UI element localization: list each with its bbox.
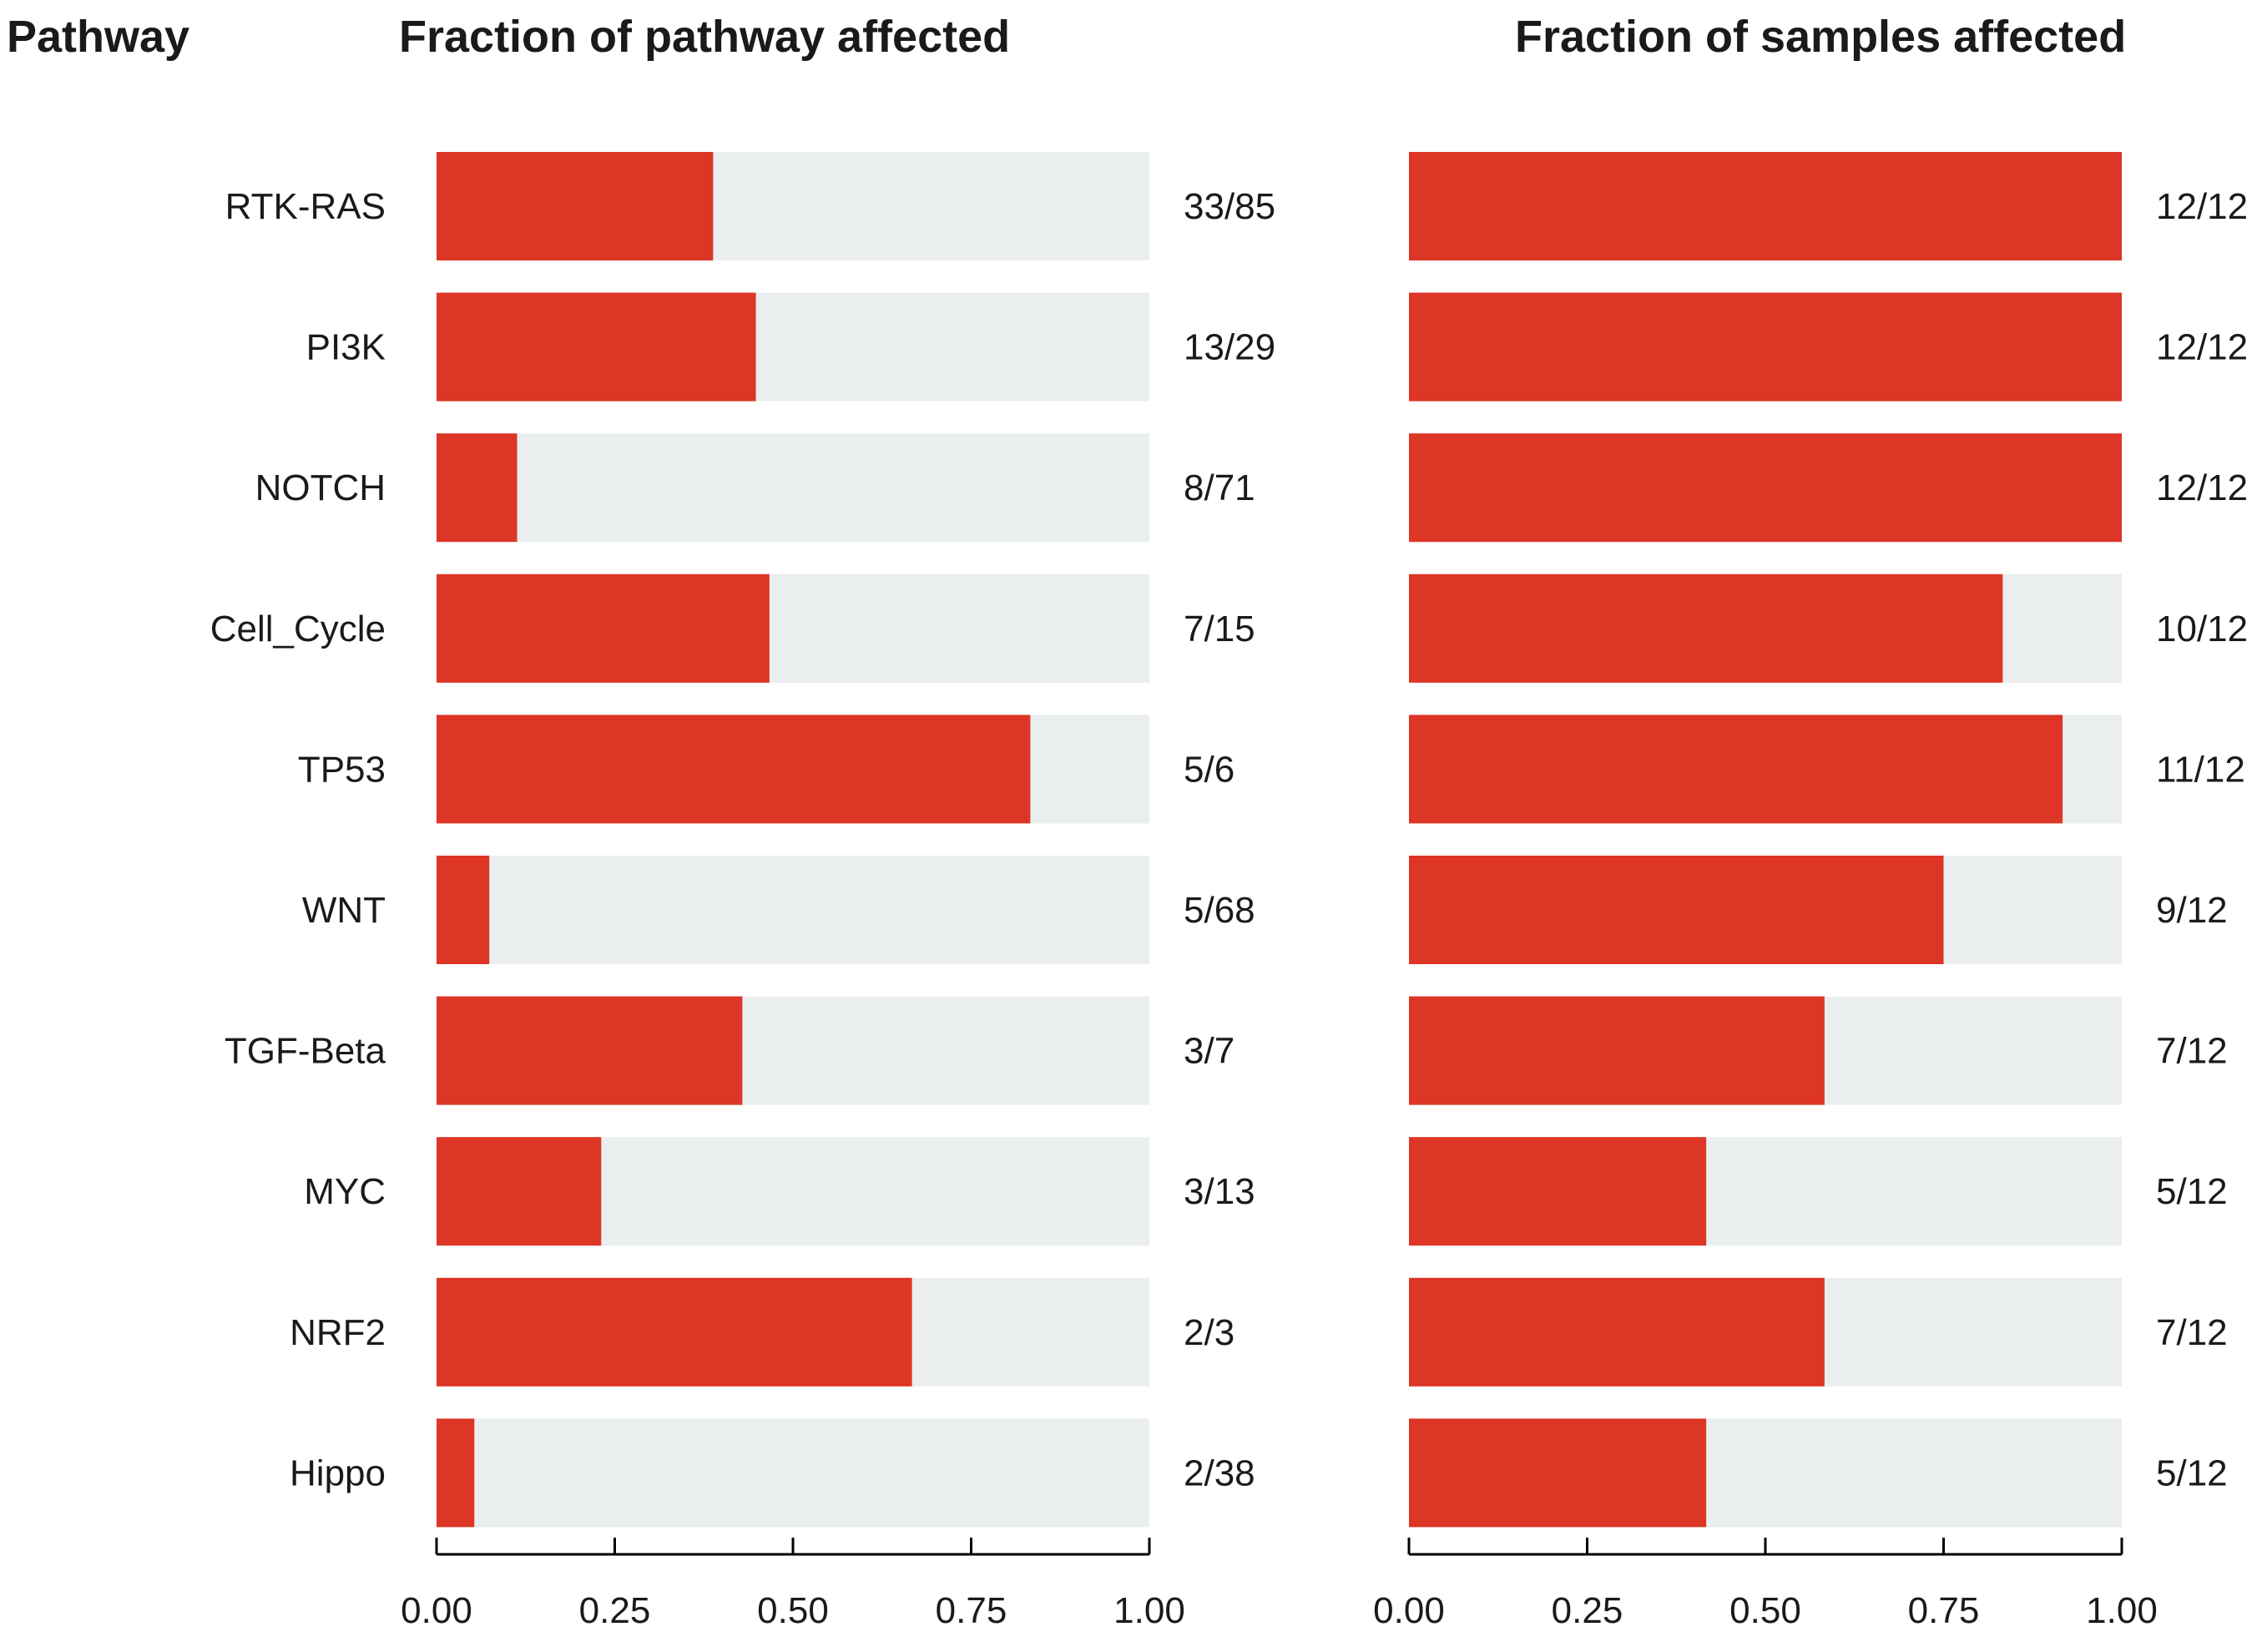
panel-title: Fraction of samples affected <box>1515 12 2126 62</box>
row-header: Pathway <box>7 12 189 62</box>
data-label-myc: 5/12 <box>2156 1171 2228 1212</box>
bar-tgf-beta <box>437 996 743 1105</box>
data-label-wnt: 5/68 <box>1184 890 1255 931</box>
bar-tp53 <box>437 715 1031 824</box>
chart-panels: RTK-RAS PI3K NOTCH Cell_Cycle TP53 WNT TGF-Bet… <box>210 12 2248 1631</box>
bar-cell-cycle <box>1409 573 2003 683</box>
data-label-tp53: 5/6 <box>1184 749 1235 790</box>
category-label-notch: NOTCH <box>255 467 386 508</box>
x-tick-label: 0.00 <box>1373 1590 1445 1631</box>
data-label-tgf-beta: 7/12 <box>2156 1031 2228 1072</box>
data-label-nrf2: 2/3 <box>1184 1312 1235 1353</box>
data-label-rtk-ras: 12/12 <box>2156 186 2248 227</box>
bar-wnt <box>1409 856 1944 964</box>
bar-pi3k <box>437 292 756 402</box>
bar-myc <box>1409 1137 1707 1246</box>
x-tick-label: 0.75 <box>936 1590 1007 1631</box>
data-label-notch: 12/12 <box>2156 467 2248 508</box>
data-label-cell-cycle: 7/15 <box>1184 609 1255 649</box>
data-label-tgf-beta: 3/7 <box>1184 1031 1235 1072</box>
bar-cell-cycle <box>437 573 770 683</box>
category-label-hippo: Hippo <box>290 1452 386 1493</box>
data-label-tp53: 11/12 <box>2156 749 2245 790</box>
bar-tgf-beta <box>1409 996 1825 1105</box>
bar-background-notch <box>437 433 1149 543</box>
x-tick-label: 1.00 <box>2086 1590 2158 1631</box>
bar-background-hippo <box>437 1418 1149 1528</box>
category-label-tp53: TP53 <box>298 749 386 790</box>
bar-hippo <box>1409 1418 1707 1528</box>
category-label-pi3k: PI3K <box>306 327 386 368</box>
category-label-myc: MYC <box>304 1171 386 1212</box>
bar-rtk-ras <box>437 152 714 260</box>
data-label-pi3k: 12/12 <box>2156 327 2248 368</box>
bar-myc <box>437 1137 602 1246</box>
data-label-notch: 8/71 <box>1184 467 1255 508</box>
panel-title: Fraction of pathway affected <box>399 12 1010 62</box>
category-label-wnt: WNT <box>302 890 386 931</box>
bar-rtk-ras <box>1409 152 2122 260</box>
data-label-pi3k: 13/29 <box>1184 327 1275 368</box>
category-label-rtk-ras: RTK-RAS <box>225 186 386 227</box>
bar-notch <box>1409 433 2122 543</box>
x-tick-label: 0.25 <box>579 1590 651 1631</box>
bar-tp53 <box>1409 715 2063 824</box>
x-tick-label: 0.50 <box>757 1590 829 1631</box>
bar-background-wnt <box>437 856 1149 964</box>
data-label-hippo: 5/12 <box>2156 1452 2228 1493</box>
panel-1: Fraction of pathway affected 33/85 13/29 8/… <box>399 12 1275 1631</box>
bar-wnt <box>437 856 490 964</box>
bar-notch <box>437 433 518 543</box>
data-label-nrf2: 7/12 <box>2156 1312 2228 1353</box>
bar-nrf2 <box>1409 1277 1825 1387</box>
data-label-hippo: 2/38 <box>1184 1452 1255 1493</box>
panel-2: Fraction of samples affected 12/12 12/12 12… <box>1373 12 2248 1631</box>
data-label-wnt: 9/12 <box>2156 890 2228 931</box>
bar-nrf2 <box>437 1277 912 1387</box>
x-tick-label: 1.00 <box>1113 1590 1185 1631</box>
x-tick-label: 0.25 <box>1552 1590 1623 1631</box>
category-label-tgf-beta: TGF-Beta <box>225 1031 386 1072</box>
bar-pi3k <box>1409 292 2122 402</box>
category-label-nrf2: NRF2 <box>290 1312 386 1353</box>
x-tick-label: 0.75 <box>1908 1590 1980 1631</box>
x-tick-label: 0.00 <box>401 1590 472 1631</box>
data-label-rtk-ras: 33/85 <box>1184 186 1275 227</box>
category-label-cell-cycle: Cell_Cycle <box>210 609 386 649</box>
data-label-myc: 3/13 <box>1184 1171 1255 1212</box>
bar-hippo <box>437 1418 475 1528</box>
data-label-cell-cycle: 10/12 <box>2156 609 2248 649</box>
x-tick-label: 0.50 <box>1729 1590 1801 1631</box>
